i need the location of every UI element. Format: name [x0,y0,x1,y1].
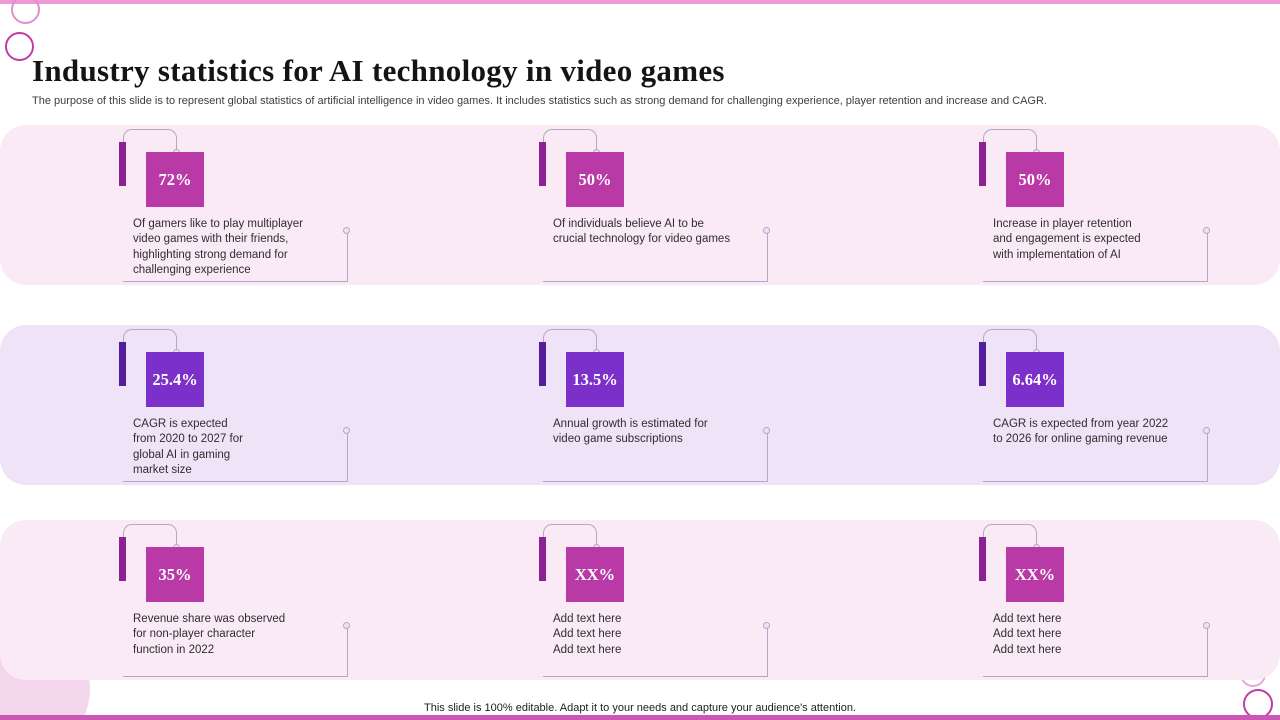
stat-band-1: 72% Of gamers like to play multiplayer v… [0,125,1280,285]
top-left-ring-icon [5,32,34,61]
bracket-decoration [543,329,597,352]
stat-value-box: 13.5% [566,352,624,407]
stat-description: CAGR is expected from year 2022 to 2026 … [993,418,1169,446]
connector-line [123,227,350,282]
stat-value: 25.4% [152,369,198,389]
stat-item: 50% Of individuals believe AI to be cruc… [539,125,823,285]
top-left-ring-icon [11,0,40,24]
connector-line [543,427,770,482]
connector-line [123,622,350,677]
connector-dot [343,227,350,234]
bracket-decoration [123,129,177,152]
connector-line [543,622,770,677]
connector-dot [763,622,770,629]
stat-item: 35% Revenue share was observed for non-p… [119,520,403,680]
stat-value-placeholder[interactable]: XX% [574,564,616,584]
slide-subtitle: The purpose of this slide is to represen… [32,95,1047,107]
slide-footer-note: This slide is 100% editable. Adapt it to… [424,702,856,714]
stat-value-box: 25.4% [146,352,204,407]
stat-value-box: XX% [1006,547,1064,602]
bracket-decoration [983,129,1037,152]
stat-item: XX% Add text here Add text here Add text… [979,520,1263,680]
accent-bar [979,342,986,386]
accent-bar [979,537,986,581]
stat-item: 25.4% CAGR is expected from 2020 to 2027… [119,325,403,485]
connector-line [543,227,770,282]
bracket-decoration [983,329,1037,352]
connector-line [983,622,1210,677]
accent-bar [539,537,546,581]
top-border-line [0,0,1280,4]
stat-item: 13.5% Annual growth is estimated for vid… [539,325,823,485]
bracket-decoration [983,524,1037,547]
bracket-decoration [123,329,177,352]
stat-value-box: 50% [1006,152,1064,207]
accent-bar [539,142,546,186]
stat-value: 50% [1018,169,1052,189]
stat-band-2: 25.4% CAGR is expected from 2020 to 2027… [0,325,1280,485]
bracket-decoration [123,524,177,547]
stat-item: 72% Of gamers like to play multiplayer v… [119,125,403,285]
stat-description-placeholder[interactable]: Add text here Add text here Add text her… [993,613,1062,656]
connector-dot [763,227,770,234]
connector-dot [1203,427,1210,434]
accent-bar [119,537,126,581]
connector-line [983,427,1210,482]
stat-description: Annual growth is estimated for video gam… [553,418,708,446]
stat-value-box: 72% [146,152,204,207]
stat-description: Of gamers like to play multiplayer video… [133,218,304,276]
stat-value: 35% [158,564,192,584]
connector-dot [343,427,350,434]
bottom-border-line [0,715,1280,720]
stat-item: 50% Increase in player retention and eng… [979,125,1263,285]
connector-dot [343,622,350,629]
bracket-decoration [543,524,597,547]
accent-bar [539,342,546,386]
stat-value: 6.64% [1012,369,1058,389]
stat-band-3: 35% Revenue share was observed for non-p… [0,520,1280,680]
bracket-decoration [543,129,597,152]
stat-value-box: 6.64% [1006,352,1064,407]
stat-value-box: XX% [566,547,624,602]
stat-value: 50% [578,169,612,189]
stat-value-placeholder[interactable]: XX% [1014,564,1056,584]
stat-description-placeholder[interactable]: Add text here Add text here Add text her… [553,613,622,656]
accent-bar [119,342,126,386]
stat-description: Increase in player retention and engagem… [993,218,1141,261]
stat-value-box: 50% [566,152,624,207]
connector-dot [763,427,770,434]
accent-bar [119,142,126,186]
stat-description: CAGR is expected from 2020 to 2027 for g… [133,418,243,476]
stat-item: 6.64% CAGR is expected from year 2022 to… [979,325,1263,485]
connector-dot [1203,622,1210,629]
accent-bar [979,142,986,186]
connector-line [123,427,350,482]
page-title: Industry statistics for AI technology in… [32,52,725,88]
stat-description: Of individuals believe AI to be crucial … [553,218,731,246]
stat-value-box: 35% [146,547,204,602]
stat-value: 13.5% [572,369,618,389]
stat-item: XX% Add text here Add text here Add text… [539,520,823,680]
stat-value: 72% [158,169,192,189]
connector-line [983,227,1210,282]
stat-description: Revenue share was observed for non-playe… [133,613,286,656]
connector-dot [1203,227,1210,234]
